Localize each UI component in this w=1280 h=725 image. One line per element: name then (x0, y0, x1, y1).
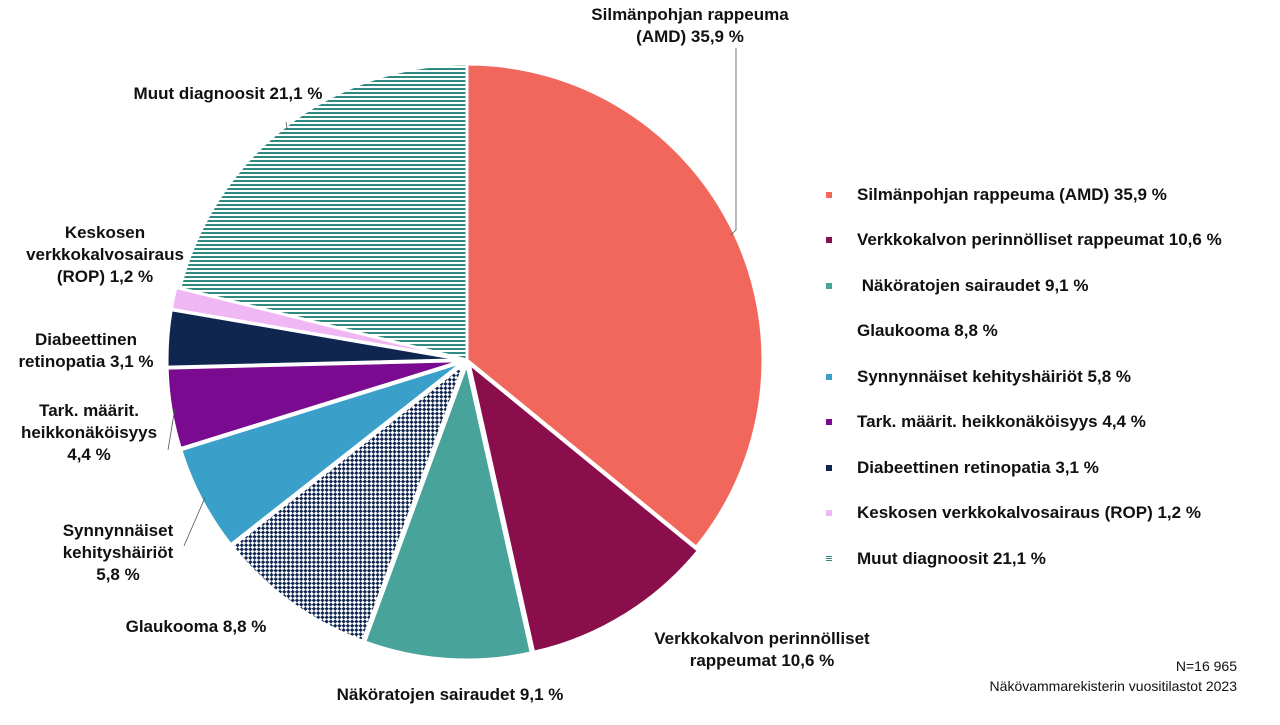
slice-label-glaucoma: Glaukooma 8,8 % (125, 617, 267, 636)
leader-line-unspecified-low-vision (167, 408, 176, 451)
pie-slice-amd (465, 62, 765, 550)
legend-item: Keskosen verkkokalvosairaus (ROP) 1,2 % (826, 491, 1276, 537)
source-note: Näkövammarekisterin vuositilastot 2023 (989, 678, 1237, 694)
legend-swatch (826, 510, 832, 517)
pie-slice-visual-pathway-diseases (362, 358, 534, 662)
legend-swatch (826, 419, 832, 426)
legend-swatch (826, 191, 832, 198)
legend-item: Muut diagnoosit 21,1 % (826, 536, 1276, 582)
leader-lines (167, 48, 737, 547)
leader-line-amd (730, 48, 737, 236)
legend-item: Tark. määrit. heikkonäköisyys 4,4 % (826, 400, 1276, 446)
legend-swatch (826, 282, 832, 289)
legend-swatch (826, 555, 832, 562)
legend-label: Keskosen verkkokalvosairaus (ROP) 1,2 % (857, 503, 1201, 523)
chart-footer: N=16 965 Näkövammarekisterin vuositilast… (990, 656, 1237, 696)
legend-swatch (826, 373, 832, 380)
legend: Silmänpohjan rappeuma (AMD) 35,9 % Verkko… (826, 172, 1276, 582)
legend-item: Verkkokalvon perinnölliset rappeumat 10,… (826, 218, 1276, 264)
pie-slices (165, 62, 765, 662)
leader-line-congenital-anomalies (183, 497, 206, 547)
legend-item: Näköratojen sairaudet 9,1 % (826, 263, 1276, 309)
legend-item: Glaukooma 8,8 % (826, 309, 1276, 355)
legend-label: Näköratojen sairaudet 9,1 % (857, 275, 1089, 295)
legend-label: Silmänpohjan rappeuma (AMD) 35,9 % (857, 184, 1167, 204)
pie-slice-inherited-retinal-dystrophies (466, 359, 701, 655)
legend-label: Glaukooma 8,8 % (857, 321, 998, 341)
slice-label-congenital-anomalies: Synnynnäiset kehityshäiriöt 5,8 % (62, 521, 174, 584)
slice-label-inherited-retinal-dystrophies: Verkkokalvon perinnölliset rappeumat 10,… (654, 629, 870, 670)
slice-label-diabetic-retinopathy: Diabeettinen retinopatia 3,1 % (18, 330, 154, 371)
legend-swatch (826, 464, 832, 471)
legend-label: Diabeettinen retinopatia 3,1 % (857, 457, 1099, 477)
pie-slice-other-diagnoses (178, 62, 469, 362)
sample-size-note: N=16 965 (1175, 658, 1237, 674)
leader-line-other-diagnoses (285, 121, 288, 130)
legend-label: Verkkokalvon perinnölliset rappeumat 10,… (857, 230, 1222, 250)
slice-label-unspecified-low-vision: Tark. määrit. heikkonäköisyys 4,4 % (20, 401, 158, 464)
legend-item: Synnynnäiset kehityshäiriöt 5,8 % (826, 354, 1276, 400)
legend-item: Silmänpohjan rappeuma (AMD) 35,9 % (826, 172, 1276, 218)
legend-swatch (826, 237, 832, 244)
slice-label-other-diagnoses: Muut diagnoosit 21,1 % (133, 84, 323, 103)
legend-item: Diabeettinen retinopatia 3,1 % (826, 445, 1276, 491)
slice-label-amd: Silmänpohjan rappeuma (AMD) 35,9 % (591, 5, 789, 46)
slice-label-visual-pathway-diseases: Näköratojen sairaudet 9,1 % (336, 685, 564, 704)
slice-label-rop: Keskosen verkkokalvosairaus (ROP) 1,2 % (26, 223, 184, 286)
legend-label: Muut diagnoosit 21,1 % (857, 548, 1046, 568)
legend-label: Synnynnäiset kehityshäiriöt 5,8 % (857, 366, 1131, 386)
legend-label: Tark. määrit. heikkonäköisyys 4,4 % (857, 412, 1146, 432)
legend-swatch (826, 328, 832, 334)
pie-slice-glaucoma (229, 358, 468, 644)
